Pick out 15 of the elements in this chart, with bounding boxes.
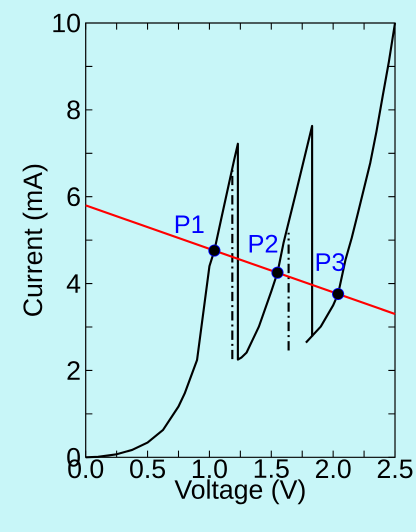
annotation: P2 [250,234,278,252]
annotation: P1 [176,216,204,233]
annotation: P3 [316,253,344,272]
y-tick-label: 2 [68,361,80,380]
y-tick-label: 4 [66,274,80,293]
y-tick-label: 8 [67,100,80,120]
y-tick-label: 10 [53,14,80,32]
x-tick-label: 0.5 [130,459,165,478]
x-axis-title: Voltage (V) [174,479,305,504]
y-tick-label: 6 [68,187,80,206]
y-axis-title: Current (mA) [22,164,48,316]
x-tick-label: 2.0 [316,459,351,478]
x-tick-label: 2.5 [378,459,412,478]
x-tick-label: 1.0 [192,459,227,478]
x-tick-label: 1.5 [254,459,289,478]
